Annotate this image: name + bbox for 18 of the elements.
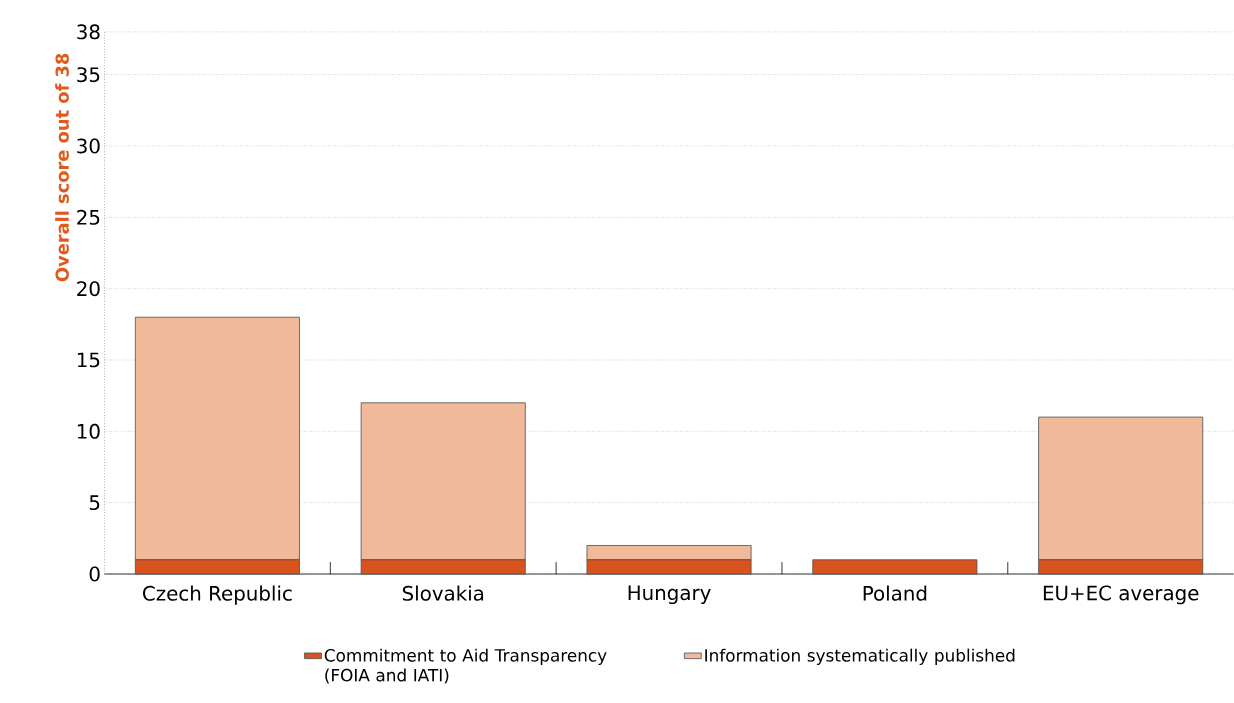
x-tick-label: Hungary bbox=[628, 585, 711, 604]
y-tick-label: 38 bbox=[77, 24, 100, 40]
y-tick-label: 30 bbox=[77, 138, 100, 154]
legend-label: Information systematically published bbox=[705, 648, 1015, 665]
y-tick-label: 20 bbox=[77, 281, 100, 296]
y-tick-label: 35 bbox=[77, 66, 100, 82]
x-tick-label: Czech Republic bbox=[143, 585, 292, 605]
y-tick-label: 15 bbox=[77, 352, 100, 368]
y-tick-label: 10 bbox=[77, 423, 100, 439]
x-tick-label: EU+EC average bbox=[1043, 585, 1199, 605]
y-axis-title: Overall score out of 38 bbox=[55, 53, 69, 282]
legend-label: Commitment to Aid Transparency (FOIA and IATI) bbox=[324, 648, 607, 684]
y-tick-label: 25 bbox=[77, 209, 100, 225]
x-tick-label: Poland bbox=[863, 585, 927, 601]
y-tick-label: 0 bbox=[89, 566, 100, 582]
y-tick-label: 5 bbox=[89, 495, 100, 510]
x-tick-label: Slovakia bbox=[402, 585, 484, 601]
bar bbox=[812, 559, 978, 575]
